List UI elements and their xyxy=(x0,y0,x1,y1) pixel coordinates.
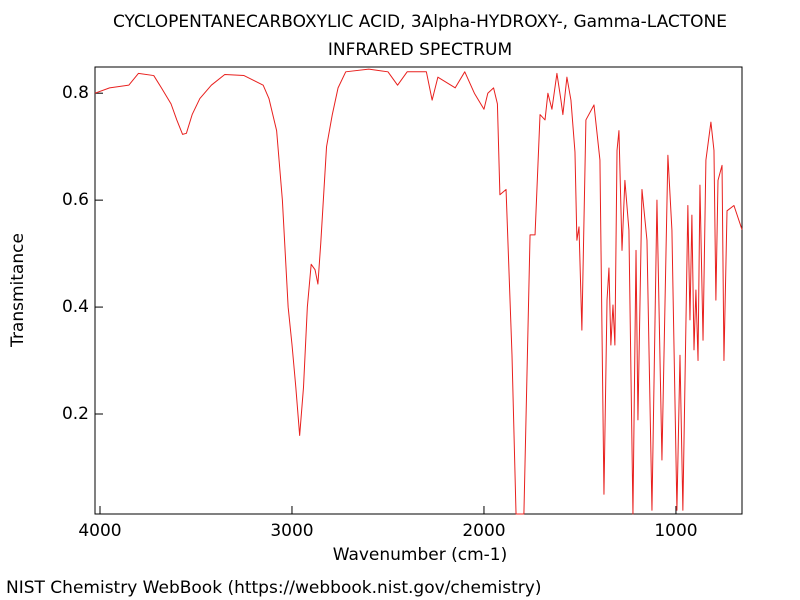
x-axis-label: Wavenumber (cm-1) xyxy=(333,545,508,565)
x-tick-label: 2000 xyxy=(462,521,505,541)
y-tick-label: 0.2 xyxy=(62,404,89,424)
y-axis-label: Transmitance xyxy=(8,233,28,348)
spectrum-line xyxy=(94,68,743,515)
y-tick-label: 0.4 xyxy=(62,297,89,317)
plot-frame xyxy=(94,66,743,515)
x-tick-label: 4000 xyxy=(78,521,121,541)
chart-title: CYCLOPENTANECARBOXYLIC ACID, 3Alpha-HYDR… xyxy=(113,12,727,32)
y-tick-label: 0.6 xyxy=(62,190,89,210)
x-tick-label: 1000 xyxy=(654,521,697,541)
footer-credit: NIST Chemistry WebBook (https://webbook.… xyxy=(6,578,541,598)
x-tick-label: 3000 xyxy=(270,521,313,541)
chart-subtitle: INFRARED SPECTRUM xyxy=(328,40,512,60)
y-tick-label: 0.8 xyxy=(62,83,89,103)
